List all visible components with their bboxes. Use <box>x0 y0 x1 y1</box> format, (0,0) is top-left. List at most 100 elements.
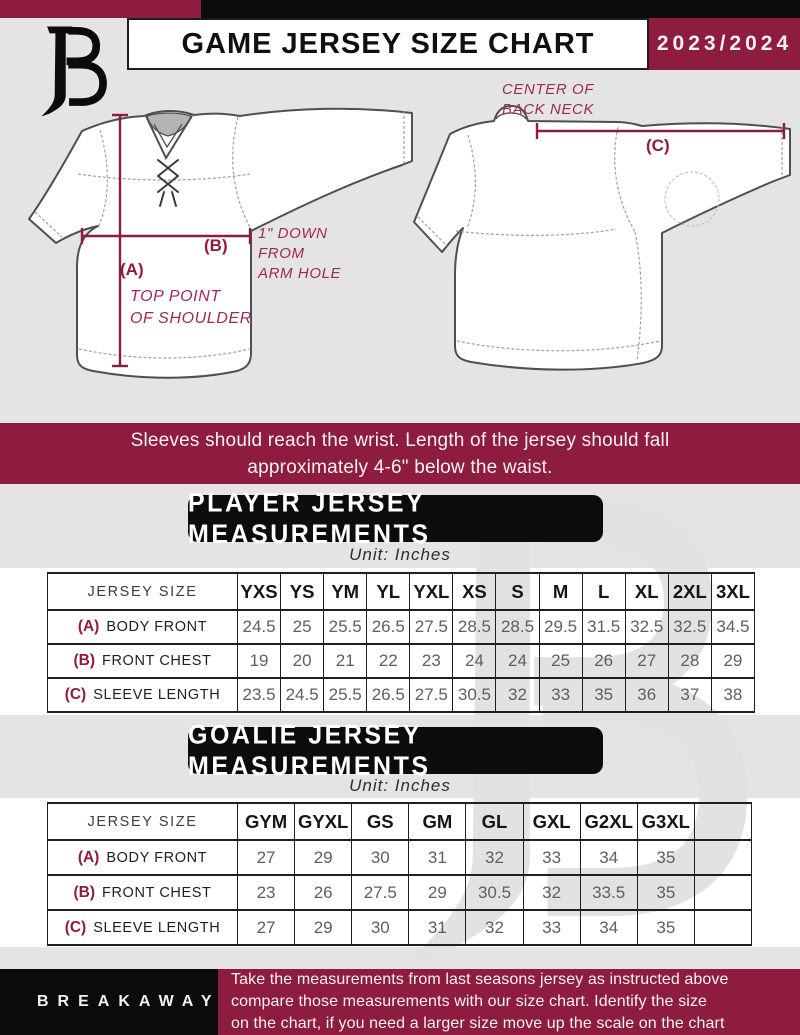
value-cell: 34 <box>579 909 638 946</box>
value-cell: 27.5 <box>409 677 454 713</box>
value-cell: 24.5 <box>280 677 325 713</box>
top-black-strip <box>201 0 800 18</box>
size-column-header: YS <box>280 572 325 611</box>
value-cell: 33 <box>538 677 583 713</box>
goalie-unit-label: Unit: Inches <box>349 776 451 795</box>
value-cell: 35 <box>636 874 695 911</box>
value-cell: 26.5 <box>366 677 411 713</box>
value-cell: 25.5 <box>323 609 368 645</box>
footer-brand-name: BREAKAWAY <box>37 993 221 1010</box>
size-column-header: 2XL <box>667 572 712 611</box>
value-cell: 31.5 <box>581 609 626 645</box>
row-label-cell: (A) BODY FRONT <box>47 609 238 645</box>
value-cell: 34 <box>579 839 638 876</box>
row-name: BODY FRONT <box>106 619 208 635</box>
size-column-header: G2XL <box>579 802 638 841</box>
row-key: (B) <box>73 652 96 669</box>
size-column-header: GL <box>465 802 524 841</box>
goalie-size-table: JERSEY SIZE GYM GYXL GS GM GL GXL G2XL G3XL (A) BO… <box>47 802 753 946</box>
fit-instructions-banner: Sleeves should reach the wrist. Length o… <box>0 423 800 484</box>
value-cell: 31 <box>408 839 467 876</box>
page-title: GAME JERSEY SIZE CHART <box>181 27 595 60</box>
player-unit-label: Unit: Inches <box>349 545 451 564</box>
footer-line-3: on the chart, if you need a larger size … <box>231 1015 725 1032</box>
value-cell: 27.5 <box>351 874 410 911</box>
footer-line-1: Take the measurements from last seasons … <box>231 971 729 988</box>
value-cell: 22 <box>366 643 411 679</box>
measurement-row: (C) SLEEVE LENGTH 23.5 24.5 25.5 26.5 27.5 30.5… <box>47 677 756 713</box>
value-cell <box>693 874 753 911</box>
value-cell: 32 <box>495 677 540 713</box>
size-column-header: G3XL <box>636 802 695 841</box>
value-cell: 33.5 <box>579 874 638 911</box>
value-cell <box>693 839 753 876</box>
row-key: (C) <box>64 918 87 936</box>
value-cell: 24 <box>495 643 540 679</box>
value-cell: 30.5 <box>452 677 497 713</box>
row-label-cell: (C) SLEEVE LENGTH <box>47 677 238 713</box>
size-column-header: GM <box>408 802 467 841</box>
measurement-row: (C) SLEEVE LENGTH 27 29 30 31 32 33 34 35 <box>47 909 753 946</box>
size-table: JERSEY SIZE YXS YS YM YL YXL XS S M L XL 2XL 3XL (A) B… <box>47 572 756 713</box>
measurement-row: (A) BODY FRONT 27 29 30 31 32 33 34 35 <box>47 839 753 876</box>
measurement-line-b <box>80 228 252 244</box>
value-cell: 25 <box>538 643 583 679</box>
elbow-pad-stitch <box>664 171 720 227</box>
size-column-header: YL <box>366 572 411 611</box>
measure-b-key: (B) <box>204 236 228 255</box>
value-cell: 30.5 <box>465 874 524 911</box>
value-cell: 28.5 <box>495 609 540 645</box>
measure-c-key: (C) <box>646 136 670 155</box>
value-cell: 26.5 <box>366 609 411 645</box>
size-column-header: GS <box>351 802 410 841</box>
value-cell: 32.5 <box>624 609 669 645</box>
size-column-header: 3XL <box>710 572 756 611</box>
value-cell: 35 <box>581 677 626 713</box>
v-neck-collar <box>145 115 193 161</box>
value-cell: 32 <box>465 909 524 946</box>
row-label-cell: (C) SLEEVE LENGTH <box>47 909 238 946</box>
value-cell: 35 <box>636 909 695 946</box>
row-name: SLEEVE LENGTH <box>93 687 221 703</box>
value-cell: 36 <box>624 677 669 713</box>
value-cell: 27 <box>624 643 669 679</box>
row-key: (A) <box>77 618 100 635</box>
row-name: FRONT CHEST <box>102 653 212 669</box>
value-cell: 24.5 <box>236 609 282 645</box>
value-cell: 28 <box>667 643 712 679</box>
goalie-section-title-box: GOALIE JERSEY MEASUREMENTS <box>188 719 603 781</box>
value-cell: 33 <box>522 909 581 946</box>
collar-laces <box>157 159 179 207</box>
top-accent-strip <box>0 0 201 18</box>
value-cell: 19 <box>236 643 282 679</box>
value-cell: 23 <box>236 874 296 911</box>
size-table: JERSEY SIZE GYM GYXL GS GM GL GXL G2XL G3XL (A) BO… <box>47 802 753 946</box>
value-cell: 35 <box>636 839 695 876</box>
size-column-header: XL <box>624 572 669 611</box>
measurement-line-c <box>535 123 786 139</box>
row-key: (A) <box>77 848 100 866</box>
footer-brand-panel: BREAKAWAY <box>0 969 218 1035</box>
value-cell: 29 <box>294 909 353 946</box>
measure-b-note: 1" DOWN FROM ARM HOLE <box>258 225 342 282</box>
back-jersey-diagram <box>413 105 791 371</box>
size-column-header: GYM <box>236 802 296 841</box>
size-column-header: M <box>538 572 583 611</box>
fit-line-2: approximately 4-6" below the waist. <box>247 456 553 478</box>
value-cell: 24 <box>452 643 497 679</box>
front-jersey-diagram <box>28 107 413 379</box>
value-cell <box>693 909 753 946</box>
player-section-title: PLAYER JERSEY MEASUREMENTS <box>188 487 431 549</box>
measurement-row: (B) FRONT CHEST 23 26 27.5 29 30.5 32 33.5 35 <box>47 874 753 911</box>
size-column-header: YXS <box>236 572 282 611</box>
value-cell: 28.5 <box>452 609 497 645</box>
season-label: 2023/2024 <box>656 32 793 55</box>
size-column-header: S <box>495 572 540 611</box>
size-column-header: L <box>581 572 626 611</box>
row-key: (C) <box>64 686 87 703</box>
measure-a-key: (A) <box>120 260 144 279</box>
measurement-row: (A) BODY FRONT 24.5 25 25.5 26.5 27.5 28.5 28.5 2… <box>47 609 756 645</box>
value-cell: 32.5 <box>667 609 712 645</box>
row-name: BODY FRONT <box>106 849 208 866</box>
